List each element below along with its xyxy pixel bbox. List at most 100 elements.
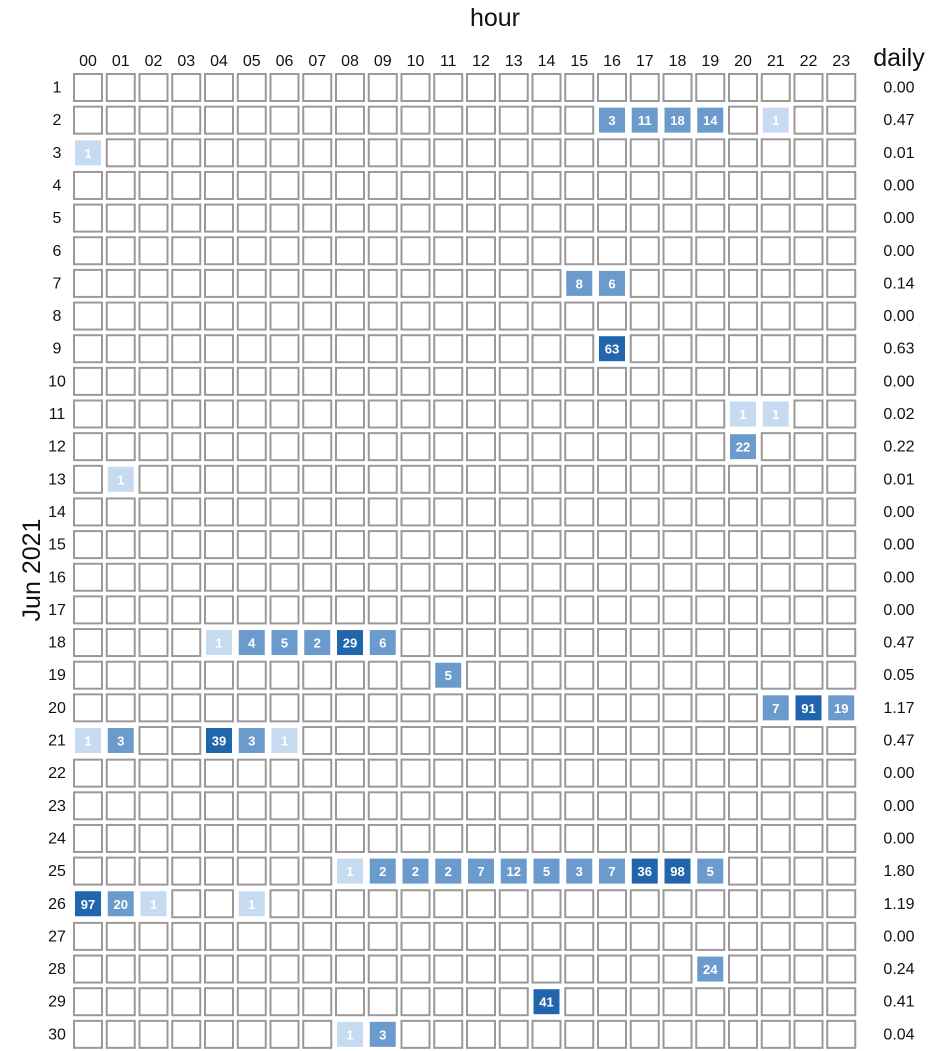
- heatmap-cell-empty: [760, 530, 791, 560]
- heatmap-cell-empty: [138, 138, 169, 168]
- heatmap-cell-empty: [531, 399, 562, 429]
- heatmap-cell-empty: [171, 726, 202, 755]
- day-tick-23: 23: [48, 798, 66, 815]
- heatmap-cell-empty: [367, 464, 398, 494]
- heatmap-cell-empty: [204, 791, 234, 821]
- heatmap-cell-empty: [269, 562, 300, 592]
- heatmap-cell-empty: [73, 693, 103, 723]
- day-tick-18: 18: [48, 635, 66, 652]
- heatmap-cell-empty: [236, 595, 267, 625]
- heatmap-cell: [238, 891, 265, 917]
- cell-value-label: 7: [477, 864, 484, 879]
- heatmap-cell-empty: [728, 823, 758, 853]
- heatmap-cell-empty: [498, 236, 529, 266]
- heatmap-cell-empty: [367, 562, 398, 592]
- heatmap-cell-empty: [728, 791, 758, 821]
- hour-tick-08: 08: [341, 53, 359, 70]
- heatmap-cell-empty: [433, 562, 464, 592]
- heatmap-cell-empty: [728, 758, 758, 788]
- heatmap-cell-empty: [433, 170, 464, 200]
- heatmap-cell-empty: [728, 693, 758, 723]
- heatmap-cell-empty: [236, 1019, 267, 1049]
- cell-value-label: 18: [670, 113, 684, 128]
- heatmap-cell-empty: [204, 823, 234, 853]
- heatmap-cell: [730, 401, 756, 427]
- heatmap-cell-empty: [73, 73, 103, 102]
- cell-value-label: 39: [212, 734, 226, 749]
- heatmap-cell-empty: [597, 726, 627, 755]
- heatmap-cell-empty: [760, 758, 791, 788]
- heatmap-cell-empty: [498, 170, 529, 200]
- hour-tick-labels: 00 01 02 03 04 05 06 07 08 09 10 11 12 13 14 15 16 17 18 19…: [79, 53, 850, 70]
- heatmap-cell-empty: [105, 497, 136, 527]
- heatmap-cell-empty: [466, 987, 496, 1017]
- day-tick-24: 24: [48, 830, 66, 847]
- heatmap-cell-empty: [728, 301, 758, 331]
- heatmap-cell-empty: [531, 562, 562, 592]
- hour-tick-07: 07: [308, 53, 326, 70]
- heatmap-cell-empty: [564, 954, 595, 984]
- heatmap-cell-empty: [760, 726, 791, 755]
- heatmap-cell-empty: [531, 954, 562, 984]
- heatmap-cell-empty: [302, 497, 333, 527]
- heatmap-cell-empty: [466, 921, 496, 951]
- heatmap-cell-empty: [662, 464, 693, 494]
- heatmap-cell: [369, 1021, 396, 1047]
- heatmap-cell-empty: [138, 301, 169, 331]
- heatmap-cell-empty: [171, 823, 202, 853]
- hour-tick-14: 14: [538, 53, 556, 70]
- heatmap-cell-empty: [531, 366, 562, 396]
- day-tick-3: 3: [53, 145, 62, 162]
- daily-value-21: 0.47: [883, 733, 914, 750]
- heatmap-cell-empty: [105, 628, 136, 658]
- heatmap-cell-empty: [760, 823, 791, 853]
- heatmap-cell-empty: [728, 595, 758, 625]
- heatmap-cell: [599, 336, 625, 362]
- cell-value-label: 98: [670, 864, 684, 879]
- heatmap-cell-empty: [629, 236, 660, 266]
- heatmap-cell-empty: [531, 432, 562, 462]
- heatmap-cell-empty: [793, 856, 824, 886]
- heatmap-cell: [75, 891, 101, 917]
- heatmap-cell-empty: [73, 203, 103, 233]
- heatmap-cell-empty: [695, 921, 726, 951]
- heatmap-cell-empty: [367, 105, 398, 135]
- heatmap-cell-empty: [466, 73, 496, 102]
- heatmap-cell-empty: [171, 73, 202, 102]
- heatmap-cell-empty: [531, 464, 562, 494]
- heatmap-cell-empty: [662, 562, 693, 592]
- heatmap-cell: [402, 858, 429, 884]
- heatmap-cell-empty: [73, 562, 103, 592]
- heatmap-cell-empty: [597, 366, 627, 396]
- heatmap-cell-empty: [400, 954, 431, 984]
- heatmap-cell-empty: [728, 921, 758, 951]
- day-tick-1: 1: [53, 80, 62, 97]
- heatmap-cell-empty: [204, 595, 234, 625]
- heatmap-cell-empty: [171, 530, 202, 560]
- heatmap-cell-empty: [335, 236, 365, 266]
- heatmap-cell-empty: [826, 73, 857, 102]
- heatmap-cell-empty: [564, 170, 595, 200]
- heatmap-cell-empty: [335, 170, 365, 200]
- heatmap-cell: [75, 140, 101, 166]
- heatmap-cell-empty: [367, 497, 398, 527]
- heatmap-cell-empty: [433, 301, 464, 331]
- heatmap-cell-empty: [826, 203, 857, 233]
- heatmap-cell-empty: [695, 366, 726, 396]
- heatmap-cell-empty: [302, 595, 333, 625]
- daily-value-15: 0.00: [883, 537, 914, 554]
- heatmap-cell-empty: [171, 791, 202, 821]
- heatmap-cell-empty: [531, 203, 562, 233]
- cell-value-label: 6: [379, 636, 386, 651]
- hour-tick-01: 01: [112, 53, 130, 70]
- heatmap-cell-empty: [335, 954, 365, 984]
- heatmap-cell-empty: [171, 660, 202, 690]
- heatmap-cell-empty: [335, 693, 365, 723]
- daily-value-14: 0.00: [883, 504, 914, 521]
- day-tick-30: 30: [48, 1026, 66, 1043]
- heatmap-cell: [271, 630, 298, 656]
- heatmap-cell-empty: [204, 987, 234, 1017]
- x-axis-title: hour: [470, 4, 520, 32]
- heatmap-cell-empty: [629, 530, 660, 560]
- heatmap-cell-empty: [367, 889, 398, 919]
